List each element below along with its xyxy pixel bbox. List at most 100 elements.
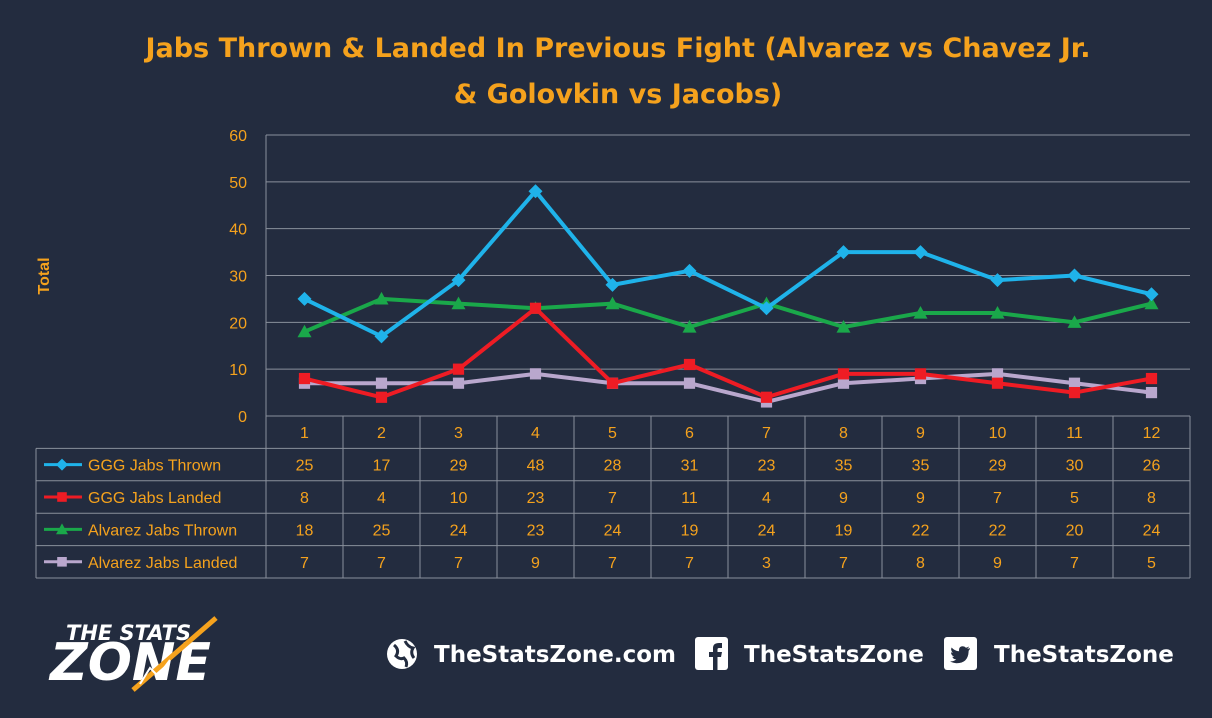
globe-icon — [387, 639, 417, 669]
table-cell: 7 — [454, 555, 463, 572]
data-point — [451, 296, 466, 310]
data-point — [1144, 287, 1159, 302]
chart-title-line-1: Jabs Thrown & Landed In Previous Fight (… — [144, 33, 1091, 64]
data-point — [605, 277, 620, 292]
data-point — [529, 368, 542, 380]
table-cell: 25 — [373, 522, 391, 539]
data-point — [452, 377, 465, 389]
y-tick-label: 0 — [238, 409, 247, 426]
x-tick-label: 3 — [454, 425, 463, 442]
x-tick-label: 1 — [300, 425, 309, 442]
y-tick-label: 40 — [229, 222, 247, 239]
legend-label: GGG Jabs Thrown — [88, 458, 221, 475]
table-cell: 9 — [993, 555, 1002, 572]
series — [297, 291, 1159, 338]
data-point — [374, 329, 389, 344]
x-tick-label: 9 — [916, 425, 925, 442]
data-point — [682, 263, 697, 278]
table-cell: 7 — [685, 555, 694, 572]
data-point — [759, 301, 774, 316]
table-cell: 5 — [1147, 555, 1156, 572]
table-cell: 29 — [989, 458, 1007, 475]
table-cell: 7 — [608, 555, 617, 572]
y-tick-label: 20 — [229, 315, 247, 332]
table-cell: 18 — [296, 522, 314, 539]
table-cell: 22 — [912, 522, 930, 539]
table-cell: 26 — [1143, 458, 1161, 475]
table-cell: 48 — [527, 458, 545, 475]
data-point — [914, 368, 927, 380]
series-group — [297, 184, 1159, 408]
series-line — [304, 371, 1152, 404]
table-cell: 7 — [608, 490, 617, 507]
x-tick-label: 12 — [1143, 425, 1161, 442]
twitter-icon — [944, 637, 977, 670]
twitter-link[interactable]: TheStatsZone — [994, 642, 1174, 668]
y-tick-label: 10 — [229, 362, 247, 379]
data-point — [374, 291, 389, 305]
x-tick-label: 4 — [531, 425, 540, 442]
data-point — [1144, 296, 1159, 310]
table-cell: 8 — [916, 555, 925, 572]
y-axis-ticks: 0 10 20 30 40 50 60 — [229, 128, 247, 426]
data-point — [1145, 372, 1158, 385]
x-tick-label: 8 — [839, 425, 848, 442]
legend-key — [44, 458, 82, 471]
facebook-icon — [695, 637, 728, 670]
table-cell: 35 — [912, 458, 930, 475]
table-cell: 8 — [1147, 490, 1156, 507]
table-cell: 9 — [839, 490, 848, 507]
table-cell: 24 — [1143, 522, 1161, 539]
series-line — [303, 189, 1152, 339]
data-point — [375, 391, 388, 403]
data-point — [298, 372, 311, 385]
data-point — [1068, 377, 1081, 389]
logo-slash — [131, 616, 218, 692]
logo: THE STATS ZONE — [48, 616, 218, 693]
data-point — [606, 377, 619, 389]
x-tick-label: 7 — [762, 425, 771, 442]
legend-key — [44, 492, 82, 502]
legend-marker — [57, 492, 67, 502]
table-cell: 29 — [450, 458, 468, 475]
chart-title-line-2: & Golovkin vs Jacobs) — [454, 79, 783, 110]
table-cell: 35 — [835, 458, 853, 475]
data-point — [528, 184, 543, 199]
table-cell: 23 — [758, 458, 776, 475]
table-cell: 7 — [1070, 555, 1079, 572]
table-cell: 10 — [450, 490, 468, 507]
data-point — [990, 273, 1005, 288]
y-tick-label: 60 — [229, 128, 247, 145]
table-cell: 9 — [531, 555, 540, 572]
facebook-link[interactable]: TheStatsZone — [744, 642, 924, 668]
table-cell: 25 — [296, 458, 314, 475]
x-tick-label: 10 — [989, 425, 1007, 442]
series — [297, 184, 1159, 344]
data-point — [760, 391, 773, 403]
table-cell: 11 — [681, 490, 698, 507]
table-cell: 23 — [527, 490, 545, 507]
table-cell: 7 — [377, 555, 386, 572]
table-cell: 9 — [916, 490, 925, 507]
data-point — [990, 305, 1005, 319]
data-point — [683, 358, 696, 371]
data-point — [837, 368, 850, 380]
series — [298, 302, 1158, 403]
x-tick-label: 5 — [608, 425, 617, 442]
legend-marker — [56, 458, 68, 471]
data-point — [375, 377, 388, 389]
data-point — [836, 320, 851, 333]
table-cell: 24 — [450, 522, 468, 539]
legend-marker — [56, 523, 68, 535]
logo-top-text: THE STATS — [66, 621, 191, 645]
table-cell: 7 — [839, 555, 848, 572]
data-point — [913, 245, 928, 260]
table-cell: 19 — [681, 522, 699, 539]
data-point — [682, 320, 697, 333]
website-link[interactable]: TheStatsZone.com — [434, 642, 676, 668]
data-point — [991, 368, 1004, 380]
table-cell: 22 — [989, 522, 1007, 539]
data-point — [836, 245, 851, 260]
legend-key — [44, 557, 82, 567]
